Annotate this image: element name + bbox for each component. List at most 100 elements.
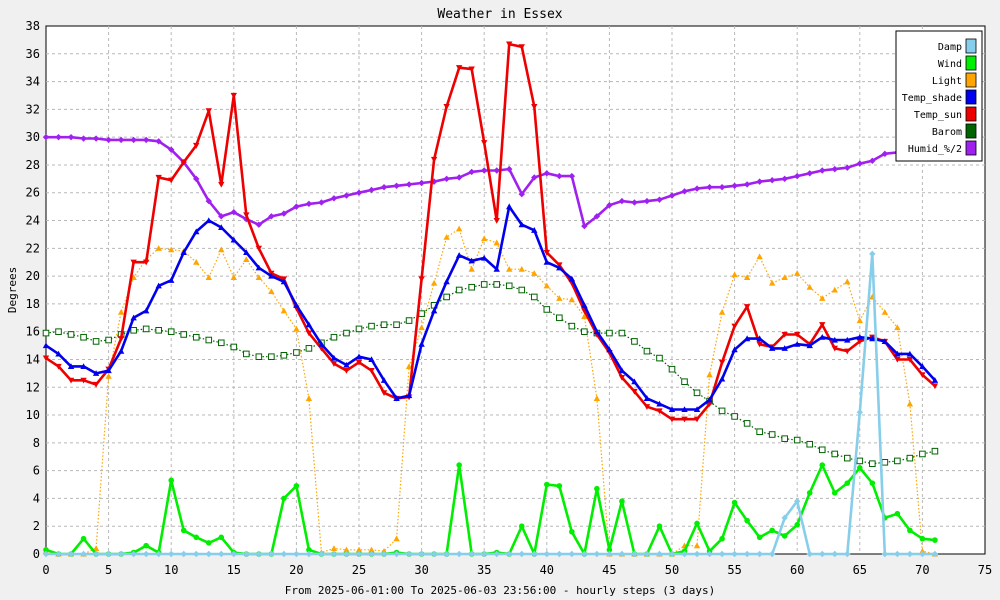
data-point [268,272,275,279]
data-point [443,293,450,301]
series-humid-2 [42,133,939,230]
data-point [618,374,626,381]
data-point [806,284,813,290]
data-point [330,354,338,361]
data-point [894,457,901,465]
legend-label: Light [932,76,962,87]
legend-swatch [965,38,977,54]
data-point [67,133,75,141]
data-point [480,281,488,288]
data-point [255,353,263,360]
data-point [368,186,375,194]
data-point [869,157,876,164]
data-point [405,317,413,324]
data-point [168,146,175,153]
data-point [869,335,876,342]
data-point [656,550,663,558]
data-point [205,274,212,281]
data-point [142,259,150,266]
data-point [168,246,175,253]
data-point [180,159,187,166]
data-point [656,408,663,415]
data-point [380,377,388,383]
data-point [743,550,751,558]
data-point [768,177,776,184]
series-line-temp-sun [45,42,936,421]
data-point [819,295,826,301]
data-point [80,535,87,542]
x-tick-label: 70 [915,563,929,577]
data-point [468,66,475,73]
data-point [831,450,839,458]
data-point [168,277,175,283]
data-point [168,550,175,558]
data-point [493,167,500,174]
data-point [293,302,300,308]
data-point [556,483,563,489]
data-point [693,185,701,192]
data-point [92,370,100,376]
data-point [193,142,200,149]
x-tick-label: 35 [477,563,491,577]
data-point [857,465,863,471]
data-point [831,165,838,173]
data-point [80,333,87,341]
data-point [330,545,338,552]
x-tick-label: 10 [164,563,178,577]
data-point [80,377,87,384]
data-point [167,328,175,335]
data-point [205,108,212,114]
data-point [418,324,425,331]
data-point [631,199,638,206]
data-point [92,135,100,142]
y-axis-label: Degrees [6,267,19,313]
data-point [581,222,588,230]
data-point [493,281,501,288]
data-point [155,282,162,289]
data-point [731,271,738,278]
data-point [593,395,601,401]
data-point [155,326,162,334]
data-point [731,413,738,420]
data-point [932,537,938,543]
data-point [355,353,363,360]
data-point [355,550,363,558]
y-tick-label: 16 [26,325,40,339]
data-point [80,135,87,142]
y-tick-label: 12 [26,380,40,394]
data-point [543,170,550,177]
data-point [255,274,263,281]
data-point [505,282,513,290]
data-point [230,208,237,216]
data-point [569,528,575,535]
data-point [919,372,926,378]
data-point [718,550,726,558]
data-point [481,550,488,558]
data-point [931,550,939,558]
data-point [343,361,350,368]
data-point [806,342,813,349]
legend-swatch [965,123,977,139]
data-point [92,545,100,552]
legend-label: Humid_%/2 [908,144,962,155]
data-point [192,333,200,341]
data-point [806,550,813,558]
data-point [418,550,425,558]
x-tick-label: 40 [540,563,554,577]
data-point [531,174,538,181]
data-point [819,462,826,468]
data-point [92,381,100,388]
data-point [794,270,801,276]
data-point [518,265,525,272]
data-point [931,383,939,390]
data-point [506,265,513,272]
data-point [907,527,913,534]
data-point [844,348,851,355]
data-point [518,550,525,558]
data-point [455,286,463,294]
data-point [268,550,275,558]
data-point [881,150,889,158]
data-point [781,175,788,183]
y-tick-label: 34 [26,75,40,89]
data-point [606,550,613,558]
